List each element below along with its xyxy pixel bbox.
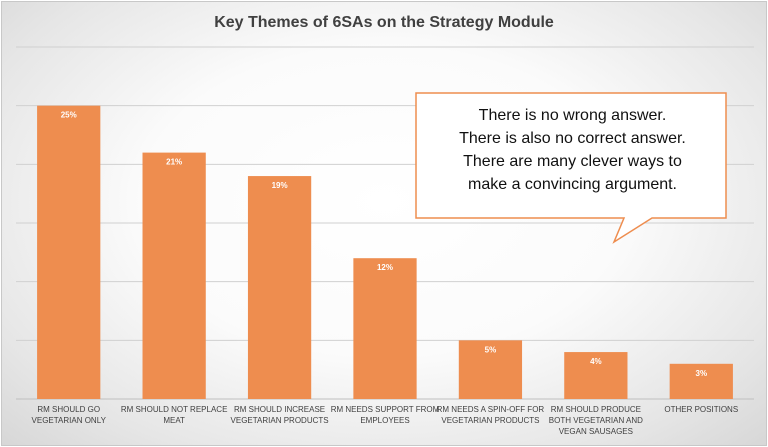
callout-text: There is no wrong answer. There is also … [419,104,726,196]
bar [564,352,628,399]
data-label: 21% [166,158,182,167]
data-label: 3% [696,369,708,378]
category-label: RM NEEDS SUPPORT FROM EMPLOYEES [331,405,440,425]
category-label: RM NEEDS A SPIN-OFF FOR VEGETARIAN PRODUC… [437,405,545,425]
category-label: RM SHOULD INCREASE VEGETARIAN PRODUCTS [231,405,329,425]
category-label: RM SHOULD GO VEGETARIAN ONLY [32,405,107,425]
callout-line: make a convincing argument. [468,176,677,193]
bar [37,105,101,400]
category-label: OTHER POSITIONS [664,405,738,414]
data-label: 19% [272,181,288,190]
bar [142,152,206,399]
data-label: 5% [485,345,497,354]
bar [669,363,733,399]
bar [247,176,312,399]
callout-line: There is no wrong answer. [478,107,667,124]
callout-line: There are many clever ways to [463,153,682,170]
bar [353,258,417,399]
category-label: RM SHOULD PRODUCE BOTH VEGETARIAN AND VEGA… [549,405,643,436]
category-label: RM SHOULD NOT REPLACE MEAT [121,405,228,425]
chart-title: Key Themes of 6SAs on the Strategy Modul… [214,14,554,31]
callout-line: There is also no correct answer. [459,130,686,147]
data-label: 25% [61,111,77,120]
bar [458,340,523,399]
data-label: 12% [377,263,393,272]
data-label: 4% [590,357,602,366]
